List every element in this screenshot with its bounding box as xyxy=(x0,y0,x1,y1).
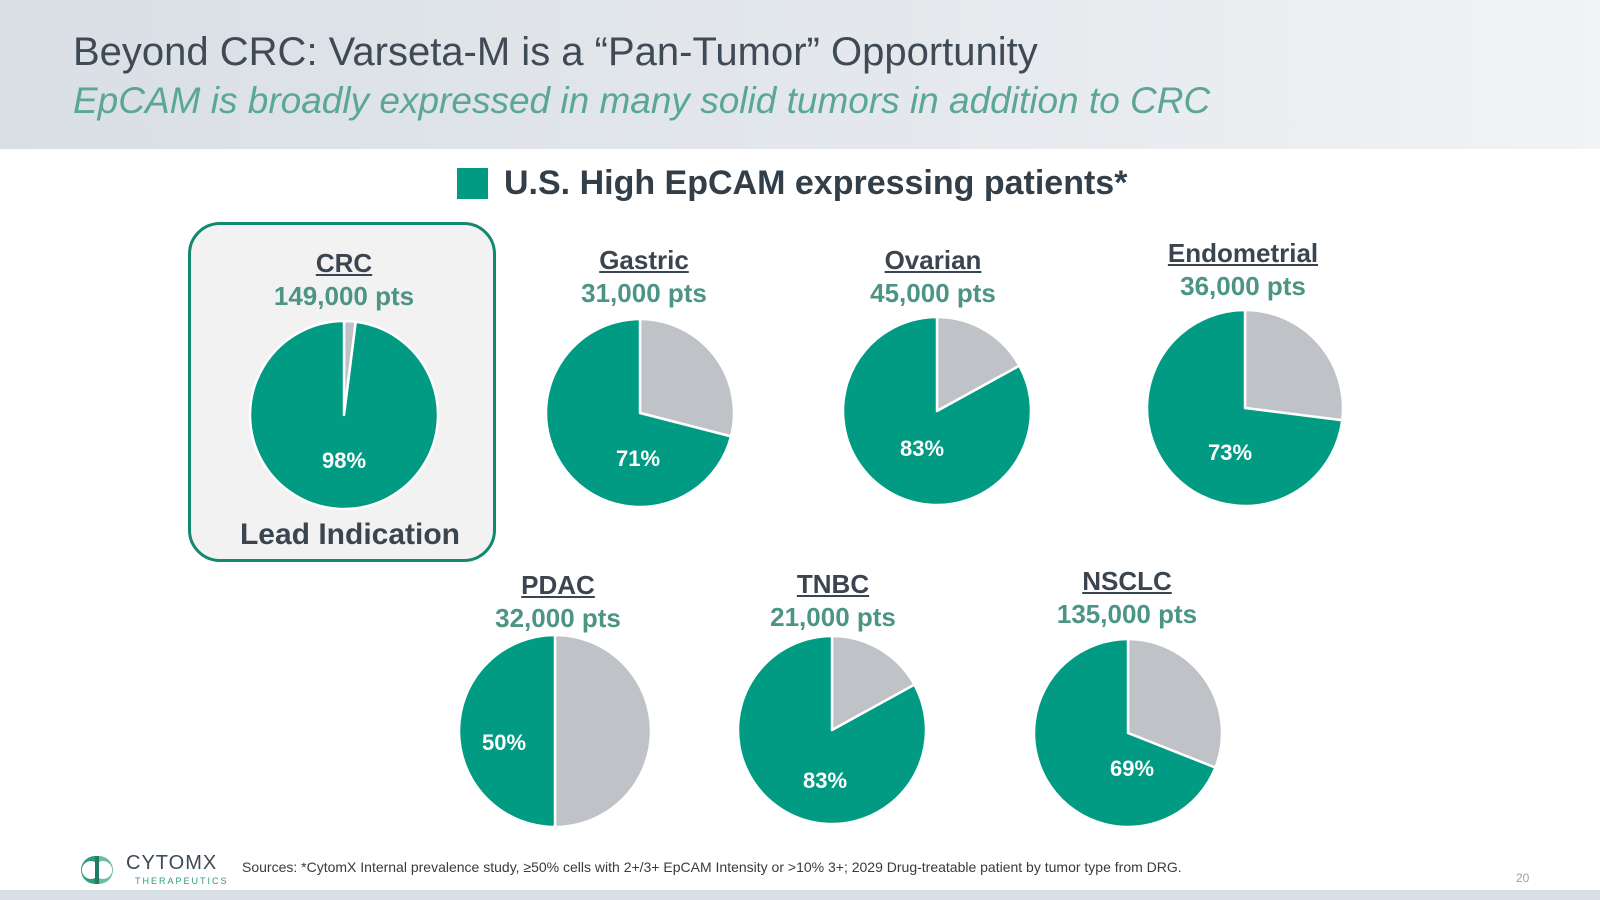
pie-title-crc: CRC xyxy=(315,248,373,278)
pie-chart-crc xyxy=(248,319,440,511)
pie-slice-high-epcam-ovarian xyxy=(841,315,1033,507)
footer-bar xyxy=(0,890,1600,900)
slide-header: Beyond CRC: Varseta-M is a “Pan-Tumor” O… xyxy=(0,0,1600,149)
pie-percent-label-tnbc: 83% xyxy=(802,768,848,793)
pie-title-nsclc: NSCLC xyxy=(1082,566,1172,596)
pie-slice-high-epcam-pdac xyxy=(457,633,557,829)
page-subtitle: EpCAM is broadly expressed in many solid… xyxy=(73,80,1211,121)
pie-patients-tnbc: 21,000 pts xyxy=(770,602,896,632)
sources-note: Sources: *CytomX Internal prevalence stu… xyxy=(242,859,1182,875)
lead-indication-label: Lead Indication xyxy=(239,518,461,551)
pie-slice-other-nsclc xyxy=(1126,637,1224,769)
pie-title-pdac: PDAC xyxy=(521,570,595,600)
pie-chart-gastric xyxy=(544,317,736,509)
chart-legend: U.S. High EpCAM expressing patients* xyxy=(457,163,1128,202)
pie-patients-pdac: 32,000 pts xyxy=(495,603,621,633)
page-number: 20 xyxy=(1516,871,1530,885)
pie-percent-label-crc: 98% xyxy=(321,448,367,473)
pie-patients-gastric: 31,000 pts xyxy=(581,278,707,308)
pie-percent-label-ovarian: 83% xyxy=(899,436,945,461)
pie-slice-other-ovarian xyxy=(935,315,1021,413)
pie-slice-other-gastric xyxy=(638,317,736,438)
pie-chart-nsclc xyxy=(1032,637,1224,829)
pie-slice-high-epcam-endometrial xyxy=(1145,308,1344,508)
logo-subtitle: THERAPEUTICS xyxy=(135,876,229,886)
pie-patients-endometrial: 36,000 pts xyxy=(1180,271,1306,301)
pie-chart-ovarian xyxy=(841,315,1033,507)
pie-slice-high-epcam-nsclc xyxy=(1032,637,1217,829)
pie-title-gastric: Gastric xyxy=(599,245,689,275)
pie-patients-nsclc: 135,000 pts xyxy=(1056,599,1198,629)
pie-title-tnbc: TNBC xyxy=(796,569,870,599)
pie-percent-label-endometrial: 73% xyxy=(1207,440,1253,465)
legend-label: U.S. High EpCAM expressing patients* xyxy=(504,163,1128,202)
pie-patients-ovarian: 45,000 pts xyxy=(870,278,996,308)
page-title: Beyond CRC: Varseta-M is a “Pan-Tumor” O… xyxy=(73,30,1038,74)
pie-slice-other-tnbc xyxy=(830,634,916,732)
logo-wordmark: CYTOMX xyxy=(126,852,218,874)
pie-slice-high-epcam-crc xyxy=(248,319,440,511)
pie-slice-other-pdac xyxy=(553,633,653,829)
pie-chart-pdac xyxy=(457,633,653,829)
company-logo: CYTOMX THERAPEUTICS xyxy=(73,852,233,890)
pie-chart-tnbc xyxy=(736,634,928,826)
pie-title-ovarian: Ovarian xyxy=(884,245,982,275)
pie-chart-endometrial xyxy=(1145,308,1345,508)
pie-patients-crc: 149,000 pts xyxy=(273,281,415,311)
pie-title-endometrial: Endometrial xyxy=(1167,238,1319,268)
pie-percent-label-nsclc: 69% xyxy=(1109,756,1155,781)
legend-swatch xyxy=(457,167,488,199)
logo-mark-icon xyxy=(81,856,113,884)
pie-percent-label-pdac: 50% xyxy=(481,730,527,755)
pie-slice-high-epcam-gastric xyxy=(544,317,733,509)
pie-percent-label-gastric: 71% xyxy=(615,446,661,471)
pie-slice-other-endometrial xyxy=(1243,308,1345,422)
pie-slice-high-epcam-tnbc xyxy=(736,634,928,826)
